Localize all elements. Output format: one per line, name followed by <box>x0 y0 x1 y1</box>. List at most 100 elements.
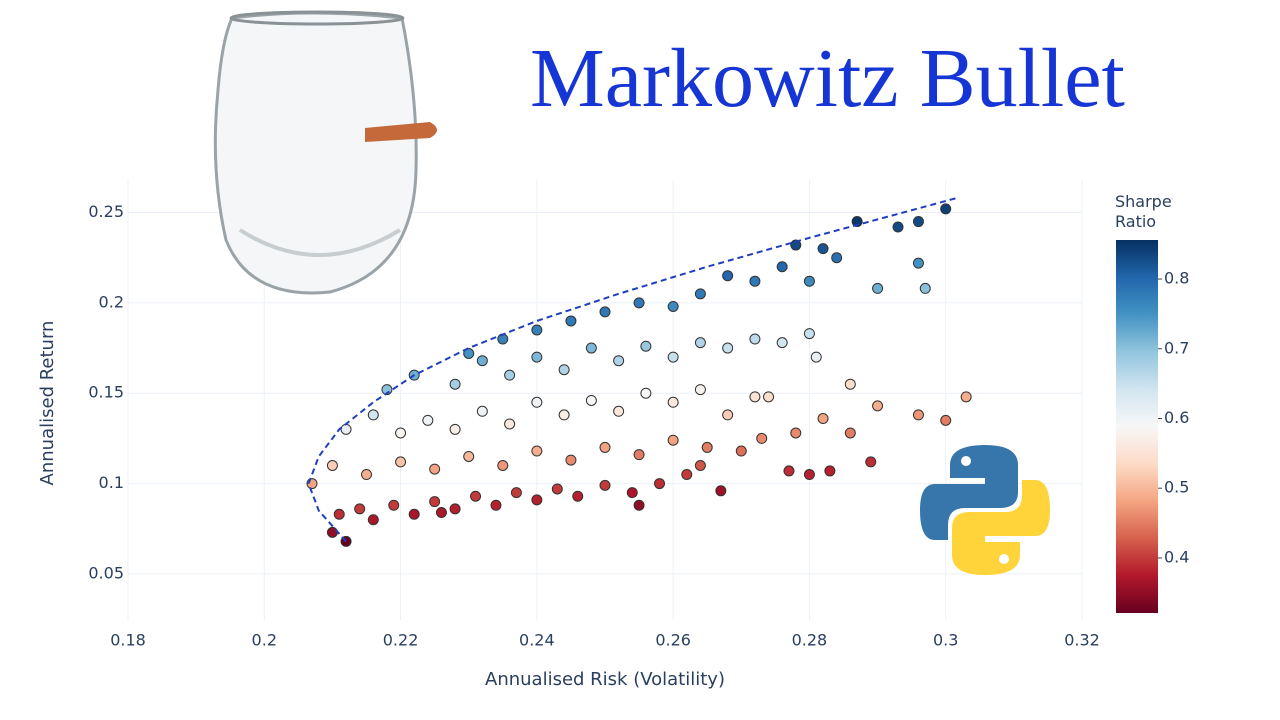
point <box>633 297 645 309</box>
point <box>463 450 475 462</box>
point <box>940 203 952 215</box>
point <box>422 414 434 426</box>
point <box>912 257 924 269</box>
y-tick-label: 0.05 <box>88 563 124 582</box>
point <box>531 494 543 506</box>
point <box>531 396 543 408</box>
point <box>463 347 475 359</box>
glass-image <box>213 10 437 295</box>
point <box>872 282 884 294</box>
point <box>790 427 802 439</box>
point <box>599 441 611 453</box>
point <box>633 449 645 461</box>
colorbar-tick-label: 0.4 <box>1164 547 1189 566</box>
point <box>531 324 543 336</box>
point <box>722 270 734 282</box>
point <box>354 503 366 515</box>
point <box>388 499 400 511</box>
point <box>361 469 372 481</box>
point <box>749 275 761 287</box>
point <box>817 413 829 425</box>
point <box>960 391 972 403</box>
point <box>722 409 734 421</box>
x-tick-label: 0.28 <box>792 631 828 650</box>
point <box>783 465 795 477</box>
point <box>449 423 461 435</box>
point <box>585 342 597 354</box>
point <box>497 460 509 472</box>
point <box>912 409 924 421</box>
point <box>326 526 338 538</box>
point <box>803 328 815 340</box>
point <box>613 405 625 417</box>
point <box>817 243 829 255</box>
point <box>851 216 863 228</box>
point <box>824 465 836 477</box>
point <box>476 405 488 417</box>
point <box>756 432 768 444</box>
point <box>803 469 815 481</box>
x-axis-title: Annualised Risk (Volatility) <box>485 669 725 690</box>
colorbar-tick-label: 0.8 <box>1164 269 1189 288</box>
point <box>694 460 706 472</box>
point <box>831 252 843 264</box>
point <box>749 391 761 403</box>
point <box>510 487 522 499</box>
frontier-line <box>307 197 957 543</box>
point <box>715 485 727 497</box>
point <box>333 508 345 520</box>
x-tick-label: 0.26 <box>655 631 691 650</box>
point <box>865 456 877 468</box>
point <box>531 445 543 457</box>
point <box>340 423 352 435</box>
colorbar <box>1116 240 1158 613</box>
point <box>490 499 502 511</box>
point <box>667 434 679 446</box>
y-tick-label: 0.25 <box>88 202 124 221</box>
point <box>565 454 577 466</box>
point <box>613 355 625 367</box>
point <box>572 490 584 502</box>
point <box>633 499 645 511</box>
point <box>701 441 713 453</box>
x-tick-label: 0.3 <box>933 631 958 650</box>
point <box>367 514 379 526</box>
point <box>776 261 788 273</box>
point <box>429 496 441 508</box>
point <box>681 469 693 481</box>
point <box>694 384 706 396</box>
point <box>599 306 611 318</box>
point <box>599 479 611 491</box>
plot <box>306 197 972 547</box>
point <box>892 221 904 233</box>
point <box>722 342 734 354</box>
colorbar-tick-label: 0.7 <box>1164 338 1189 357</box>
point <box>654 478 666 490</box>
point <box>395 427 407 439</box>
point <box>558 364 570 376</box>
point <box>810 351 822 363</box>
python-logo <box>920 445 1050 575</box>
point <box>429 463 441 475</box>
point <box>558 409 570 421</box>
point <box>551 483 563 495</box>
y-tick-label: 0.15 <box>88 383 124 402</box>
point <box>435 506 447 518</box>
x-tick-label: 0.2 <box>252 631 277 650</box>
point <box>626 487 638 499</box>
point <box>776 337 788 349</box>
point <box>912 216 924 228</box>
y-axis-title: Annualised Return <box>37 321 58 486</box>
point <box>735 445 747 457</box>
point <box>763 391 775 403</box>
title: Markowitz Bullet <box>530 32 1125 125</box>
point <box>367 409 379 421</box>
point <box>640 340 652 352</box>
point <box>476 355 488 367</box>
point <box>504 418 516 430</box>
colorbar-tick-label: 0.6 <box>1164 408 1189 427</box>
point <box>449 378 461 390</box>
point <box>803 275 815 287</box>
point <box>395 456 407 468</box>
colorbar-title: Sharpe Ratio <box>1115 192 1172 231</box>
